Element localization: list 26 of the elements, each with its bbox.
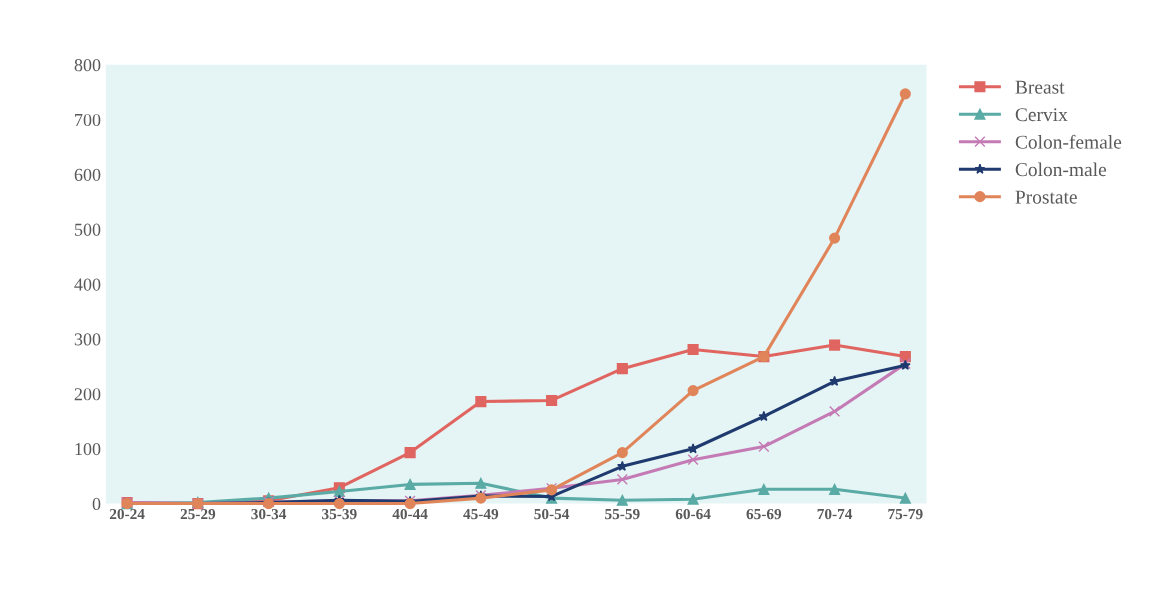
legend-label: Colon-female <box>1015 134 1122 149</box>
y-tick-label: 500 <box>75 223 101 236</box>
x-tick-label: 20-24 <box>109 508 145 520</box>
x-tick-label: 25-29 <box>180 508 216 520</box>
y-tick-label: 800 <box>74 59 101 72</box>
y-tick-label: 0 <box>92 497 101 511</box>
y-tick-label: 300 <box>74 333 101 346</box>
y-tick-label: 100 <box>75 443 101 456</box>
x-tick-label: 55-59 <box>605 508 640 520</box>
legend-label: Breast <box>1015 80 1065 94</box>
legend-label: Colon-male <box>1015 162 1107 177</box>
x-tick-label: 50-54 <box>534 508 570 520</box>
x-tick-label: 40-44 <box>392 508 428 520</box>
x-tick-label: 60-64 <box>675 508 711 520</box>
x-tick-label: 45-49 <box>463 508 499 520</box>
x-tick-label: 30-34 <box>251 508 287 520</box>
x-tick-label: 75-79 <box>888 508 923 520</box>
y-tick-label: 200 <box>74 388 101 401</box>
x-tick-label: 65-69 <box>746 508 782 520</box>
legend-label: Prostate <box>1015 190 1077 204</box>
x-tick-label: 70-74 <box>817 508 853 520</box>
y-tick-label: 400 <box>74 278 101 291</box>
y-tick-label: 600 <box>74 168 101 181</box>
legend-label: Cervix <box>1015 108 1068 122</box>
y-tick-label: 700 <box>75 113 101 127</box>
x-tick-label: 35-39 <box>322 508 357 520</box>
